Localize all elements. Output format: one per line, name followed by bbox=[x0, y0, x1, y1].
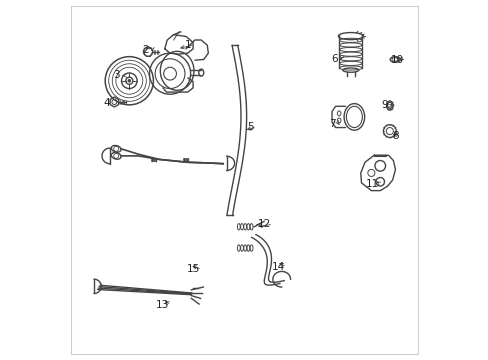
Circle shape bbox=[128, 79, 130, 82]
Text: 15: 15 bbox=[186, 264, 199, 274]
Text: 3: 3 bbox=[113, 71, 119, 80]
Text: 8: 8 bbox=[391, 131, 398, 141]
Text: 5: 5 bbox=[247, 122, 253, 132]
Text: 4: 4 bbox=[103, 98, 109, 108]
Text: 9: 9 bbox=[381, 100, 387, 110]
Text: 11: 11 bbox=[365, 179, 378, 189]
Text: 13: 13 bbox=[155, 300, 168, 310]
Text: 6: 6 bbox=[331, 54, 338, 64]
Text: 14: 14 bbox=[271, 262, 284, 272]
Text: 1: 1 bbox=[185, 40, 191, 50]
Text: 2: 2 bbox=[142, 45, 149, 55]
Text: 7: 7 bbox=[328, 119, 335, 129]
Text: 12: 12 bbox=[257, 219, 270, 229]
Text: 10: 10 bbox=[390, 55, 404, 65]
